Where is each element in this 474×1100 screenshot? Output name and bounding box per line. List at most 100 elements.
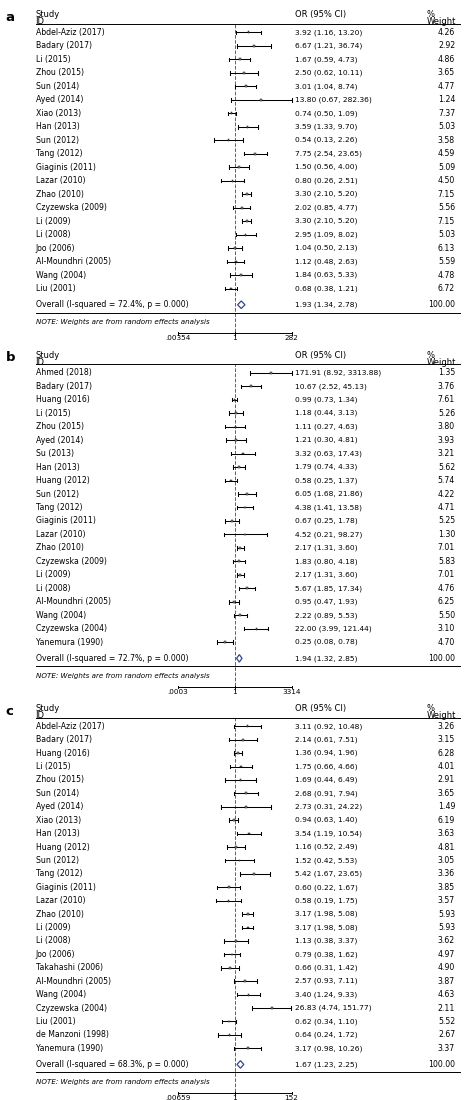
Text: 3.05: 3.05: [438, 856, 455, 865]
Text: Wang (2004): Wang (2004): [36, 610, 86, 619]
Bar: [246, 194, 247, 195]
Text: 2.22 (0.89, 5.53): 2.22 (0.89, 5.53): [295, 612, 357, 618]
Text: Czyzewska (2009): Czyzewska (2009): [36, 204, 107, 212]
Text: 1.69 (0.44, 6.49): 1.69 (0.44, 6.49): [295, 777, 357, 783]
Text: 3.58: 3.58: [438, 135, 455, 145]
Text: 2.73 (0.31, 24.22): 2.73 (0.31, 24.22): [295, 803, 362, 810]
Text: 0.58 (0.25, 1.37): 0.58 (0.25, 1.37): [295, 477, 357, 484]
Text: 3.59 (1.33, 9.70): 3.59 (1.33, 9.70): [295, 123, 357, 130]
Text: 2.11: 2.11: [438, 1003, 455, 1013]
Text: 3.76: 3.76: [438, 382, 455, 390]
Text: Yanemura (1990): Yanemura (1990): [36, 638, 103, 647]
Text: 1.11 (0.27, 4.63): 1.11 (0.27, 4.63): [295, 424, 357, 430]
Bar: [250, 385, 252, 387]
Text: 7.01: 7.01: [438, 570, 455, 580]
Text: 1.49: 1.49: [438, 802, 455, 812]
Text: 3.62: 3.62: [438, 936, 455, 946]
Text: Zhou (2015): Zhou (2015): [36, 68, 83, 77]
Text: Tang (2012): Tang (2012): [36, 150, 82, 158]
Text: Overall (I-squared = 72.7%, p = 0.000): Overall (I-squared = 72.7%, p = 0.000): [36, 653, 188, 663]
Text: 2.91: 2.91: [438, 776, 455, 784]
Text: 2.92: 2.92: [438, 42, 455, 51]
Text: 0.99 (0.73, 1.34): 0.99 (0.73, 1.34): [295, 396, 357, 403]
Text: .00354: .00354: [165, 336, 191, 341]
Text: 1.75 (0.66, 4.66): 1.75 (0.66, 4.66): [295, 763, 357, 770]
Text: 3314: 3314: [282, 689, 301, 695]
Bar: [235, 426, 236, 428]
Text: 6.25: 6.25: [438, 597, 455, 606]
Text: 4.22: 4.22: [438, 490, 455, 498]
Text: Sun (2012): Sun (2012): [36, 135, 79, 145]
Text: 100.00: 100.00: [428, 300, 455, 309]
Text: OR (95% CI): OR (95% CI): [295, 351, 346, 360]
Text: 3.80: 3.80: [438, 422, 455, 431]
Text: 0.68 (0.38, 1.21): 0.68 (0.38, 1.21): [295, 285, 357, 292]
Text: 4.52 (0.21, 98.27): 4.52 (0.21, 98.27): [295, 531, 362, 538]
Text: Su (2013): Su (2013): [36, 449, 73, 458]
Text: Huang (2016): Huang (2016): [36, 749, 89, 758]
Text: 3.30 (2.10, 5.20): 3.30 (2.10, 5.20): [295, 191, 357, 197]
Text: 5.26: 5.26: [438, 409, 455, 418]
Text: Lazar (2010): Lazar (2010): [36, 176, 85, 185]
Text: Sun (2012): Sun (2012): [36, 856, 79, 865]
Text: Giaginis (2011): Giaginis (2011): [36, 517, 95, 526]
Text: %: %: [427, 351, 435, 360]
Text: c: c: [6, 705, 14, 718]
Text: 2.02 (0.85, 4.77): 2.02 (0.85, 4.77): [295, 205, 357, 211]
Text: 0.95 (0.47, 1.93): 0.95 (0.47, 1.93): [295, 598, 357, 605]
Text: 5.62: 5.62: [438, 463, 455, 472]
Bar: [228, 1021, 230, 1022]
Bar: [245, 980, 246, 982]
Text: 4.77: 4.77: [438, 81, 455, 91]
Text: Tang (2012): Tang (2012): [36, 869, 82, 879]
Text: 0.58 (0.19, 1.75): 0.58 (0.19, 1.75): [295, 898, 357, 904]
Text: 5.50: 5.50: [438, 610, 455, 619]
Text: Badary (2017): Badary (2017): [36, 382, 91, 390]
Text: 100.00: 100.00: [428, 1060, 455, 1069]
Text: Xiao (2013): Xiao (2013): [36, 109, 81, 118]
Text: 0.60 (0.22, 1.67): 0.60 (0.22, 1.67): [295, 884, 358, 891]
Text: 4.70: 4.70: [438, 638, 455, 647]
Text: Joo (2006): Joo (2006): [36, 950, 75, 959]
Bar: [242, 739, 244, 740]
Bar: [246, 220, 247, 222]
Text: .00659: .00659: [165, 1094, 191, 1100]
Bar: [240, 766, 242, 768]
Bar: [255, 628, 257, 629]
Bar: [246, 493, 248, 495]
Text: 3.17 (0.98, 10.26): 3.17 (0.98, 10.26): [295, 1045, 362, 1052]
Text: 3.32 (0.63, 17.43): 3.32 (0.63, 17.43): [295, 450, 362, 456]
Text: %: %: [427, 704, 435, 713]
Text: Zhou (2015): Zhou (2015): [36, 422, 83, 431]
Bar: [228, 887, 230, 888]
Bar: [235, 412, 237, 414]
Text: 3.54 (1.19, 10.54): 3.54 (1.19, 10.54): [295, 830, 362, 837]
Bar: [239, 615, 241, 616]
Bar: [260, 99, 262, 101]
Text: 3.65: 3.65: [438, 68, 455, 77]
Text: 2.57 (0.93, 7.11): 2.57 (0.93, 7.11): [295, 978, 357, 984]
Text: 3.87: 3.87: [438, 977, 455, 986]
Text: 5.83: 5.83: [438, 557, 455, 565]
Text: 3.26: 3.26: [438, 722, 455, 730]
Text: Zhao (2010): Zhao (2010): [36, 543, 83, 552]
Bar: [244, 507, 246, 508]
Text: 3.21: 3.21: [438, 449, 455, 458]
Text: 2.50 (0.62, 10.11): 2.50 (0.62, 10.11): [295, 69, 362, 76]
Text: Ayed (2014): Ayed (2014): [36, 802, 83, 812]
Bar: [240, 274, 242, 276]
Text: 171.91 (8.92, 3313.88): 171.91 (8.92, 3313.88): [295, 370, 381, 376]
Text: Li (2008): Li (2008): [36, 584, 70, 593]
Text: 1.50 (0.56, 4.00): 1.50 (0.56, 4.00): [295, 164, 357, 170]
Text: a: a: [6, 11, 15, 24]
Bar: [247, 913, 248, 915]
Text: Sun (2012): Sun (2012): [36, 490, 79, 498]
Text: Li (2009): Li (2009): [36, 217, 70, 226]
Text: 13.80 (0.67, 282.36): 13.80 (0.67, 282.36): [295, 97, 372, 103]
Text: 1.79 (0.74, 4.33): 1.79 (0.74, 4.33): [295, 464, 357, 471]
Text: 22.00 (3.99, 121.44): 22.00 (3.99, 121.44): [295, 626, 372, 632]
Text: 3.15: 3.15: [438, 735, 455, 745]
Text: 5.09: 5.09: [438, 163, 455, 172]
Text: 0.62 (0.34, 1.10): 0.62 (0.34, 1.10): [295, 1019, 357, 1025]
Bar: [247, 993, 249, 996]
